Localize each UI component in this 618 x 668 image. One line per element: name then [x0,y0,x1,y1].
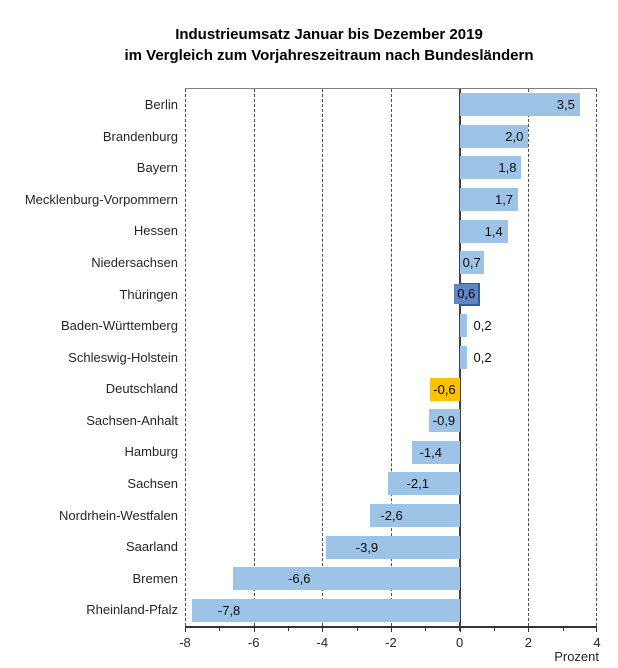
bar-mecklenburg-vorpommern [459,188,519,212]
value-label: 0,7 [462,255,481,271]
axis-minor-tick [219,628,221,631]
category-label-brandenburg: Brandenburg [102,128,178,144]
bar-hamburg [411,440,460,464]
bar-sachsen [387,472,460,496]
bar-schleswig-holstein [459,346,467,369]
bar-rheinland-pfalz [191,598,460,622]
category-label-berlin: Berlin [144,97,178,112]
gridline [596,89,597,626]
value-label: -6,6 [288,571,311,587]
gridline [391,89,392,626]
value-label: 0,6 [454,284,479,305]
bar-baden-wuerttemberg [459,314,467,338]
axis-tick [391,628,392,632]
category-label-hessen: Hessen [133,223,178,239]
value-label: 0,2 [473,318,492,334]
value-label: 3,5 [556,97,575,113]
value-label: 1,7 [494,192,514,208]
value-label: -2,6 [380,507,403,523]
value-label: 0,2 [473,350,492,365]
axis-minor-tick [425,628,427,631]
value-label: -2,1 [406,476,429,492]
axis-tick [459,628,461,632]
category-label-bayern: Bayern [136,160,178,176]
bar-bayern [459,156,522,180]
category-label-mecklenburg-vorpommern: Mecklenburg-Vorpommern [24,191,178,207]
gridline [322,89,324,626]
x-axis-unit-label: Prozent [554,649,599,664]
axis-tick [185,628,186,632]
value-label: -3,9 [355,539,379,555]
axis-minor-tick [494,628,495,631]
value-label: 1,8 [498,160,517,176]
category-label-rheinland-pfalz: Rheinland-Pfalz [86,602,178,618]
category-label-saarland: Saarland [125,539,178,555]
category-label-hamburg: Hamburg [124,444,178,460]
chart-title-line1: Industrieumsatz Januar bis Dezember 2019 [175,26,483,43]
axis-minor-tick [356,628,358,631]
value-label: 2,0 [505,128,524,144]
axis-tick [596,628,597,632]
category-label-bremen: Bremen [132,570,178,586]
gridline [253,89,255,626]
axis-tick-label: -6 [247,635,260,650]
axis-tick [528,628,530,632]
category-label-nordrhein-westfalen: Nordrhein-Westfalen [59,507,178,523]
category-label-sachsen: Sachsen [127,476,178,492]
value-label: -0,9 [432,413,456,429]
value-label: -7,8 [217,602,241,618]
value-label: 1,4 [484,223,503,239]
axis-tick-label: -8 [179,635,191,650]
bar-sachsen-anhalt [428,409,460,433]
axis-tick-label: 2 [524,635,532,650]
chart-title: Industrieumsatz Januar bis Dezember 2019… [40,24,618,66]
value-label: -1,4 [419,444,442,460]
category-label-deutschland: Deutschland [105,381,178,397]
axis-tick [253,628,255,632]
category-label-baden-wuerttemberg: Baden-Württemberg [60,318,178,334]
category-label-schleswig-holstein: Schleswig-Holstein [68,349,178,365]
bar-niedersachsen [459,251,484,275]
axis-minor-tick [288,628,289,631]
bar-hessen [459,219,508,243]
axis-tick-label: -4 [316,635,329,650]
chart-title-line2: im Vergleich zum Vorjahreszeitraum nach … [124,47,534,64]
gridline [528,89,530,626]
value-label: -0,6 [430,377,459,401]
plot-area: -8 -6 -4 -2 0 2 4 3,5 Berlin 2,0 Brandenburg 1,8 Bay… [25,88,601,650]
category-label-sachsen-anhalt: Sachsen-Anhalt [86,412,178,428]
axis-tick-label: -2 [385,635,397,650]
category-label-thueringen: Thüringen [119,286,178,302]
bar-bremen [233,567,460,591]
bar-saarland [325,535,460,559]
bar-berlin [459,93,580,117]
gridline [185,89,186,626]
axis-minor-tick [562,628,564,631]
axis-tick [322,628,324,632]
category-label-niedersachsen: Niedersachsen [91,254,178,270]
axis-tick-label: 4 [593,635,601,650]
bar-nordrhein-westfalen [370,503,460,527]
bar-brandenburg [459,124,529,148]
axis-tick-label: 0 [456,635,464,650]
